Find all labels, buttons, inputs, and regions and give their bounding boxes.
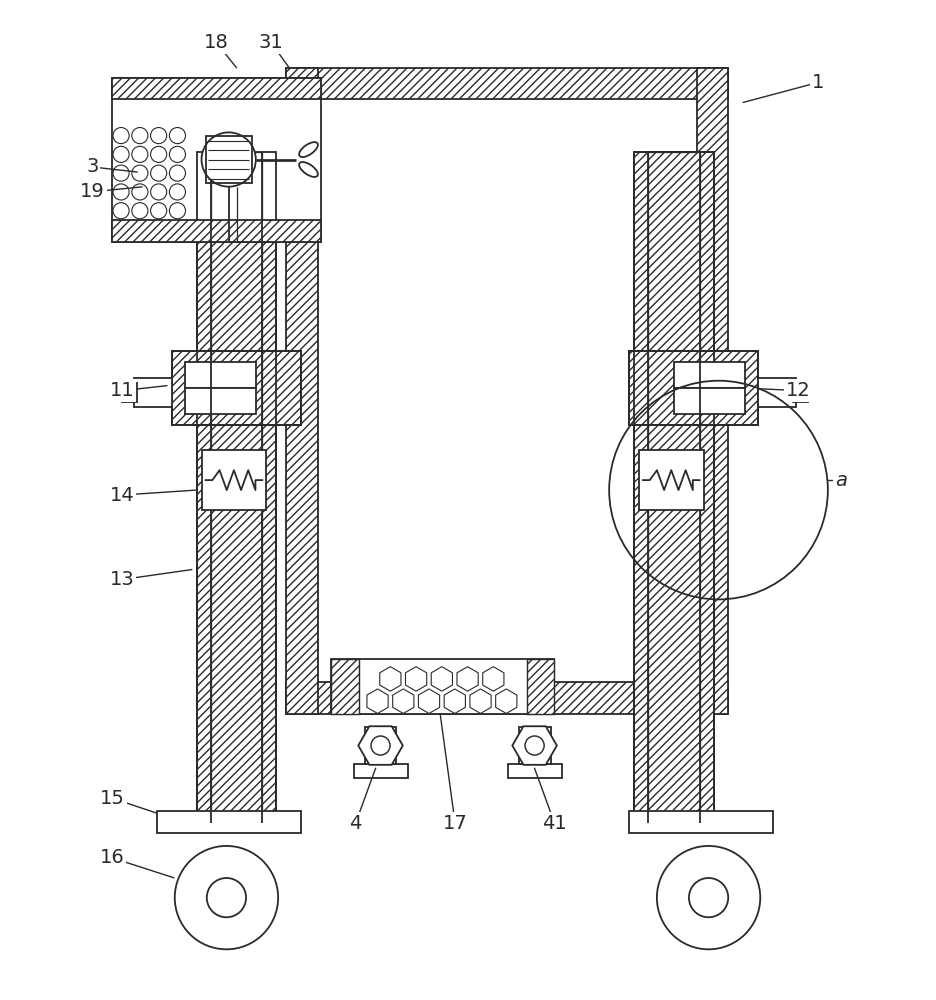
Circle shape: [113, 128, 129, 144]
Text: 4: 4: [349, 814, 361, 833]
Circle shape: [688, 878, 727, 917]
Bar: [201, 450, 266, 510]
Circle shape: [169, 128, 185, 144]
Bar: [628, 351, 757, 425]
Bar: [628, 811, 772, 833]
Circle shape: [132, 184, 148, 200]
Circle shape: [132, 165, 148, 181]
Bar: [112, 78, 320, 242]
Bar: [211, 152, 262, 823]
Bar: [526, 659, 554, 714]
Circle shape: [113, 146, 129, 162]
Circle shape: [656, 846, 759, 949]
Text: 18: 18: [204, 33, 228, 52]
Circle shape: [113, 184, 129, 200]
Circle shape: [175, 846, 278, 949]
Bar: [638, 450, 703, 510]
Bar: [628, 351, 757, 425]
Circle shape: [207, 878, 246, 917]
Circle shape: [151, 165, 167, 181]
Text: 16: 16: [99, 848, 124, 867]
Bar: [757, 378, 796, 407]
Bar: [122, 383, 137, 402]
Bar: [519, 727, 550, 764]
Bar: [205, 136, 252, 183]
Text: 17: 17: [442, 814, 467, 833]
Circle shape: [169, 165, 185, 181]
Circle shape: [169, 184, 185, 200]
Circle shape: [151, 184, 167, 200]
Bar: [647, 152, 699, 823]
Bar: [364, 727, 396, 764]
Ellipse shape: [299, 142, 317, 157]
Text: 13: 13: [110, 570, 134, 589]
Bar: [634, 152, 713, 823]
Circle shape: [151, 128, 167, 144]
Circle shape: [169, 203, 185, 219]
Ellipse shape: [299, 162, 317, 177]
Circle shape: [151, 203, 167, 219]
Bar: [171, 351, 300, 425]
Circle shape: [201, 132, 256, 187]
Bar: [317, 99, 695, 682]
Bar: [285, 68, 317, 714]
Circle shape: [169, 146, 185, 162]
Bar: [184, 362, 256, 388]
Bar: [197, 152, 276, 823]
Circle shape: [113, 165, 129, 181]
Bar: [171, 351, 300, 425]
Circle shape: [151, 146, 167, 162]
Circle shape: [524, 736, 544, 755]
Text: 3: 3: [86, 157, 98, 176]
Circle shape: [371, 736, 389, 755]
Bar: [285, 682, 727, 714]
Bar: [507, 764, 562, 778]
Bar: [197, 152, 276, 823]
Bar: [112, 220, 320, 242]
Bar: [330, 659, 554, 714]
Circle shape: [132, 203, 148, 219]
Text: 31: 31: [258, 33, 284, 52]
Text: 12: 12: [784, 381, 810, 400]
Text: 19: 19: [80, 182, 105, 201]
Bar: [134, 378, 171, 407]
Bar: [674, 388, 744, 414]
Text: 15: 15: [99, 789, 124, 808]
Bar: [184, 388, 256, 414]
Bar: [695, 68, 727, 714]
Circle shape: [132, 128, 148, 144]
Text: 1: 1: [811, 73, 824, 92]
Text: a: a: [834, 471, 846, 490]
Circle shape: [132, 146, 148, 162]
Text: 11: 11: [110, 381, 134, 400]
Bar: [330, 659, 358, 714]
Bar: [674, 362, 744, 388]
Text: 41: 41: [542, 814, 566, 833]
Bar: [353, 764, 408, 778]
Bar: [285, 68, 727, 99]
Circle shape: [113, 203, 129, 219]
Bar: [792, 383, 807, 402]
Text: 14: 14: [110, 486, 134, 505]
Bar: [112, 78, 320, 99]
Bar: [156, 811, 300, 833]
Bar: [634, 152, 713, 823]
